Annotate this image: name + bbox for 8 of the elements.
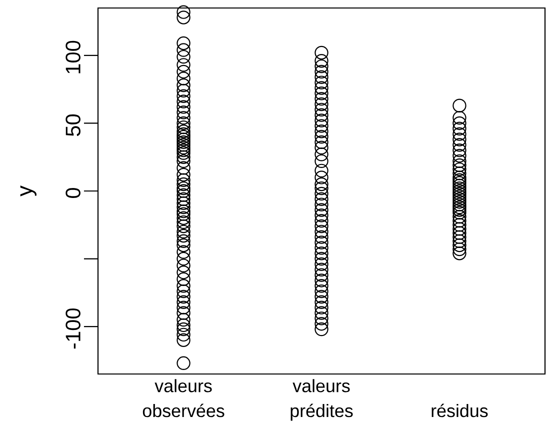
y-axis-title: y (20, 186, 36, 196)
y-tick-label: 0 (66, 188, 80, 198)
y-tick-label: 50 (66, 114, 80, 136)
x-tick-label: valeurs observées (142, 379, 224, 418)
y-tick-label: -100 (66, 308, 80, 349)
y-tick-label: 100 (66, 40, 80, 74)
x-tick-label: résidus (432, 404, 488, 418)
x-tick-label: valeurs prédites (290, 379, 353, 421)
